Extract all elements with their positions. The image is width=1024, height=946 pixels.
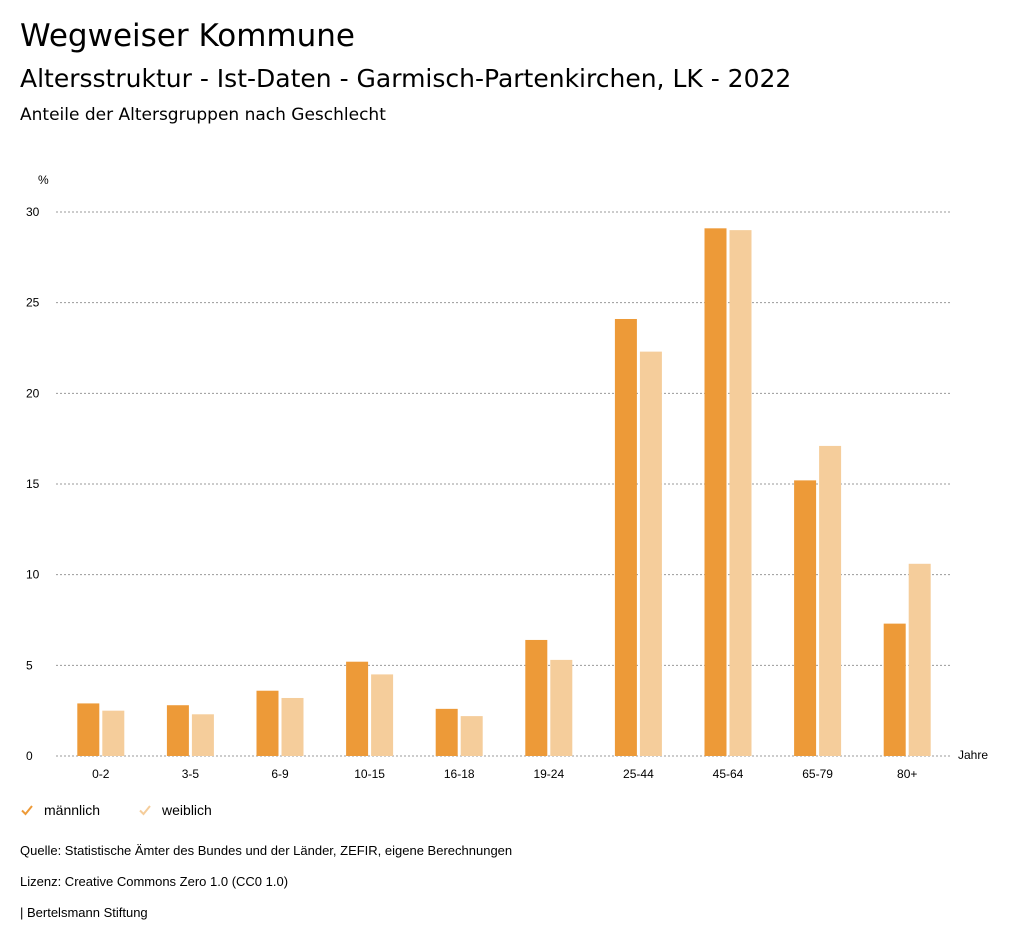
bar-maennlich [346, 661, 369, 756]
bar-weiblich [819, 445, 842, 756]
license-note: Lizenz: Creative Commons Zero 1.0 (CC0 1… [20, 874, 289, 889]
x-tick-label: 16-18 [444, 767, 475, 781]
bar-maennlich [614, 318, 637, 756]
bar-weiblich [191, 714, 214, 756]
bar-maennlich [525, 639, 548, 756]
x-tick-label: 10-15 [354, 767, 385, 781]
bar-weiblich [102, 710, 125, 756]
x-tick-label: 3-5 [182, 767, 200, 781]
bar-chart: 0 5 10 15 20 25 30% Jahre 0-2 3-5 6-9 10-15 16-18 19-… [26, 173, 988, 781]
x-tick-label: 65-79 [802, 767, 833, 781]
x-tick-label: 80+ [897, 767, 917, 781]
page-title: Wegweiser Kommune [20, 18, 355, 54]
check-icon [21, 805, 33, 816]
y-tick-label: 10 [26, 568, 40, 582]
bar-weiblich [281, 697, 304, 756]
bar-maennlich [256, 690, 279, 756]
bar-maennlich [883, 623, 906, 756]
bar-maennlich [77, 703, 100, 756]
source-note: Quelle: Statistische Ämter des Bundes un… [20, 843, 513, 858]
legend-item-weiblich[interactable]: weiblich [138, 802, 212, 818]
x-tick-label: 45-64 [713, 767, 744, 781]
y-tick-label: 25 [26, 296, 40, 310]
y-axis-label: % [38, 173, 49, 187]
legend-item-maennlich[interactable]: männlich [20, 802, 100, 818]
bar-weiblich [550, 659, 573, 756]
publisher-note: | Bertelsmann Stiftung [20, 905, 148, 920]
x-tick-label: 25-44 [623, 767, 654, 781]
chart-subtitle: Altersstruktur - Ist-Daten - Garmisch-Pa… [20, 64, 792, 93]
bar-weiblich [371, 674, 394, 756]
y-tick-label: 0 [26, 749, 33, 763]
y-tick-label: 15 [26, 477, 40, 491]
y-tick-label: 30 [26, 205, 40, 219]
bar-weiblich [908, 563, 931, 756]
bar-maennlich [704, 228, 727, 756]
bar-maennlich [166, 705, 189, 756]
y-tick-label: 5 [26, 658, 33, 672]
x-tick-label: 6-9 [271, 767, 289, 781]
bar-weiblich [729, 230, 752, 757]
bar-maennlich [794, 480, 817, 756]
legend-label-weiblich: weiblich [162, 802, 212, 818]
chart-legend: männlich weiblich [20, 802, 212, 818]
x-tick-label: 0-2 [92, 767, 110, 781]
check-icon [139, 805, 151, 816]
bar-weiblich [460, 716, 483, 756]
bar-weiblich [639, 351, 662, 756]
legend-label-maennlich: männlich [44, 802, 101, 818]
bar-maennlich [435, 708, 458, 756]
y-tick-label: 20 [26, 386, 40, 400]
x-axis-label: Jahre [958, 748, 988, 762]
x-tick-label: 19-24 [533, 767, 564, 781]
chart-description: Anteile der Altersgruppen nach Geschlech… [20, 105, 386, 125]
